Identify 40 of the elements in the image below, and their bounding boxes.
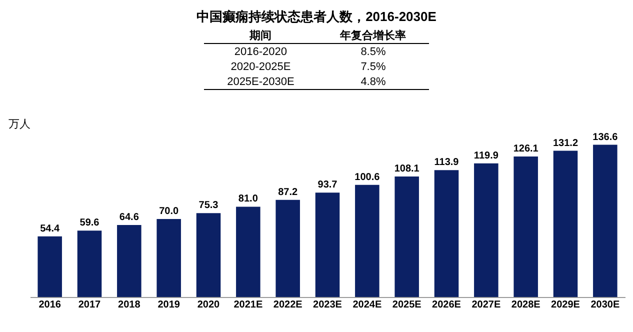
data-label: 59.6 bbox=[80, 218, 100, 229]
data-label: 93.7 bbox=[318, 180, 338, 191]
data-label: 70.0 bbox=[159, 206, 179, 217]
x-tick-label: 2024E bbox=[352, 300, 382, 310]
x-tick-label: 2030E bbox=[590, 300, 620, 310]
text: 期间 bbox=[204, 28, 318, 44]
data-label: 108.1 bbox=[394, 164, 420, 175]
data-label: 54.4 bbox=[40, 223, 60, 234]
x-tick-label: 2019 bbox=[158, 300, 180, 310]
text: 2025E-2030E bbox=[204, 74, 318, 90]
x-tick-label: 2029E bbox=[551, 300, 580, 310]
x-tick-label: 2016 bbox=[38, 300, 62, 310]
text: 2016-2020 bbox=[233, 44, 288, 59]
x-tick-label: 2021E bbox=[234, 300, 263, 310]
data-label: 131.2 bbox=[552, 138, 578, 149]
x-tick-label: 2017 bbox=[78, 300, 102, 310]
data-label: 119.9 bbox=[474, 150, 499, 162]
text: 年复合增长率 bbox=[317, 28, 429, 44]
x-tick-label: 2020 bbox=[197, 300, 220, 310]
chart-title: 中国癫痫持续状态患者人数，2016-2030E bbox=[196, 8, 438, 26]
data-label: 75.3 bbox=[198, 200, 219, 212]
data-label: 100.6 bbox=[354, 172, 380, 183]
x-tick-label: 2023E bbox=[313, 300, 342, 310]
data-label: 126.1 bbox=[513, 143, 539, 154]
data-label: 136.6 bbox=[592, 132, 618, 143]
data-label: 87.2 bbox=[278, 186, 298, 198]
x-tick-label: 2027E bbox=[472, 300, 501, 310]
x-tick-label: 2028E bbox=[511, 300, 541, 310]
text: 4.8% bbox=[317, 74, 429, 90]
data-label: 64.6 bbox=[119, 212, 140, 224]
text: 8.5% bbox=[360, 44, 387, 59]
x-tick-label: 2025E bbox=[392, 300, 422, 310]
text: 7.5% bbox=[360, 60, 387, 74]
text: 2020-2025E bbox=[230, 60, 292, 74]
y-axis-title: 万人 bbox=[8, 118, 30, 130]
x-tick-label: 2022E bbox=[273, 300, 303, 310]
data-label: 81.0 bbox=[238, 194, 258, 205]
x-tick-label: 2026E bbox=[432, 300, 462, 310]
x-tick-label: 2018 bbox=[118, 300, 141, 310]
data-label: 113.9 bbox=[434, 157, 460, 168]
